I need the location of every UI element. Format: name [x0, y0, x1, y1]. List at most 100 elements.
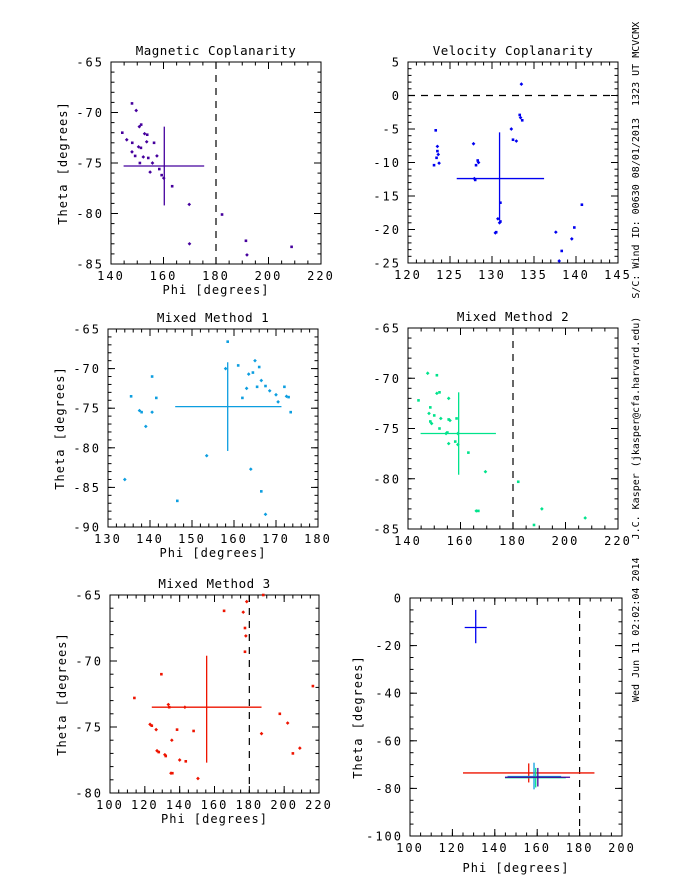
- scatter-point: [160, 672, 163, 676]
- y-tick-label: -70: [73, 362, 101, 376]
- scatter-point: [137, 124, 142, 129]
- scatter-point: [446, 396, 451, 401]
- scatter-point: [244, 634, 248, 638]
- scatter-point: [436, 152, 441, 157]
- y-tick-label: -40: [375, 687, 403, 701]
- scatter-point: [244, 386, 249, 391]
- scatter-point: [298, 746, 302, 750]
- scatter-point: [493, 231, 498, 235]
- x-tick-label: 200: [608, 841, 636, 855]
- scatter-point: [429, 406, 432, 409]
- x-tick-label: 145: [604, 268, 632, 282]
- axis-ticks: [109, 594, 320, 794]
- scatter-points: [417, 371, 588, 527]
- scatter-point: [259, 378, 264, 383]
- scatter-point: [583, 516, 588, 520]
- scatter-point: [446, 441, 451, 446]
- y-tick-label: -80: [75, 787, 103, 801]
- scatter-point: [134, 108, 139, 113]
- error-cross: [463, 763, 595, 783]
- scatter-point: [170, 184, 174, 188]
- y-tick-label: -25: [373, 257, 401, 271]
- scatter-point: [241, 610, 246, 614]
- x-tick-label: 100: [96, 798, 124, 812]
- plot-title: Mixed Method 3: [158, 576, 270, 591]
- x-tick-label: 200: [552, 534, 580, 548]
- x-tick-label: 220: [307, 269, 335, 283]
- scatter-point: [509, 127, 514, 131]
- scatter-point: [448, 418, 452, 423]
- scatter-point: [287, 395, 290, 399]
- scatter-point: [557, 259, 562, 263]
- scatter-point: [499, 201, 502, 204]
- scatter-point: [236, 364, 240, 367]
- scatter-point: [417, 399, 420, 402]
- scatter-point: [435, 391, 439, 396]
- x-tick-label: 140: [394, 534, 422, 548]
- x-tick-label: 140: [136, 532, 164, 546]
- y-tick-label: -80: [76, 207, 104, 221]
- y-tick-label: -65: [75, 589, 103, 603]
- scatter-point: [150, 161, 155, 165]
- scatter-point: [429, 420, 432, 423]
- y-tick-label: -15: [373, 190, 401, 204]
- x-tick-label: 125: [436, 268, 464, 282]
- scatter-point: [453, 440, 457, 443]
- scatter-point: [473, 178, 477, 182]
- plot-frame: [109, 594, 320, 794]
- error-cross: [420, 392, 496, 475]
- x-tick-label: 160: [201, 798, 229, 812]
- plot-title: Magnetic Coplanarity: [136, 43, 297, 58]
- scatter-point: [427, 411, 431, 416]
- scatter-point: [467, 451, 470, 454]
- x-tick-label: 220: [305, 798, 333, 812]
- y-tick-label: 5: [392, 56, 401, 70]
- x-tick-label: 180: [566, 841, 594, 855]
- x-axis-label: Phi [degrees]: [161, 812, 268, 826]
- plot-frame: [409, 597, 623, 837]
- x-tick-label: 120: [439, 841, 467, 855]
- x-tick-label: 180: [304, 532, 332, 546]
- y-tick-label: -65: [76, 56, 104, 70]
- axis-ticks: [409, 597, 623, 837]
- y-tick-label: -60: [375, 734, 403, 748]
- scatter-point: [222, 609, 226, 613]
- scatter-point: [141, 155, 146, 159]
- scatter-point: [226, 340, 229, 343]
- y-axis-label: Theta [degrees]: [55, 632, 69, 755]
- scatter-point: [436, 149, 439, 153]
- scatter-point: [157, 750, 161, 754]
- scatter-point: [130, 141, 134, 145]
- scatter-point: [169, 738, 174, 743]
- scatter-point: [150, 410, 154, 414]
- scatter-point: [438, 427, 441, 430]
- x-tick-label: 140: [562, 268, 590, 282]
- axis-ticks: [110, 61, 322, 265]
- scatter-point: [144, 139, 149, 144]
- plot-title: Mixed Method 1: [157, 310, 269, 325]
- scatter-point: [283, 385, 286, 389]
- scatter-point: [569, 237, 574, 241]
- scatter-point: [138, 161, 142, 165]
- scatter-point: [519, 82, 524, 86]
- scatter-point: [260, 490, 263, 493]
- scatter-point: [120, 131, 124, 134]
- scatter-point: [560, 249, 564, 253]
- scatter-points: [133, 593, 315, 781]
- plot-velocity-coplanarity: 120 125 130 135 140 145 -25 -20 -15 -10 -5 0 5 Veloci…: [373, 43, 632, 282]
- axis-ticks: [407, 61, 619, 264]
- plot-summary: 100 120 140 160 180 200 -100 -80 -60 -40 -20 0 Phi […: [351, 592, 636, 876]
- scatter-point: [435, 373, 439, 377]
- x-tick-label: 135: [520, 268, 548, 282]
- scatter-point: [136, 145, 141, 149]
- scatter-point: [150, 375, 154, 378]
- scatter-point: [152, 141, 156, 145]
- plot-magnetic-coplanarity: 140 160 180 200 220 -85 -80 -75 -70 -65 Magnetic C…: [56, 43, 335, 297]
- plot-title: Mixed Method 2: [457, 309, 569, 324]
- x-tick-label: 140: [97, 269, 125, 283]
- error-cross: [456, 132, 545, 221]
- plot-mixed-method-3: 100 120 140 160 180 200 220 -80 -75 -70 -65 Mixed M…: [55, 576, 333, 826]
- scatter-point: [285, 721, 290, 725]
- scatter-point: [243, 626, 247, 630]
